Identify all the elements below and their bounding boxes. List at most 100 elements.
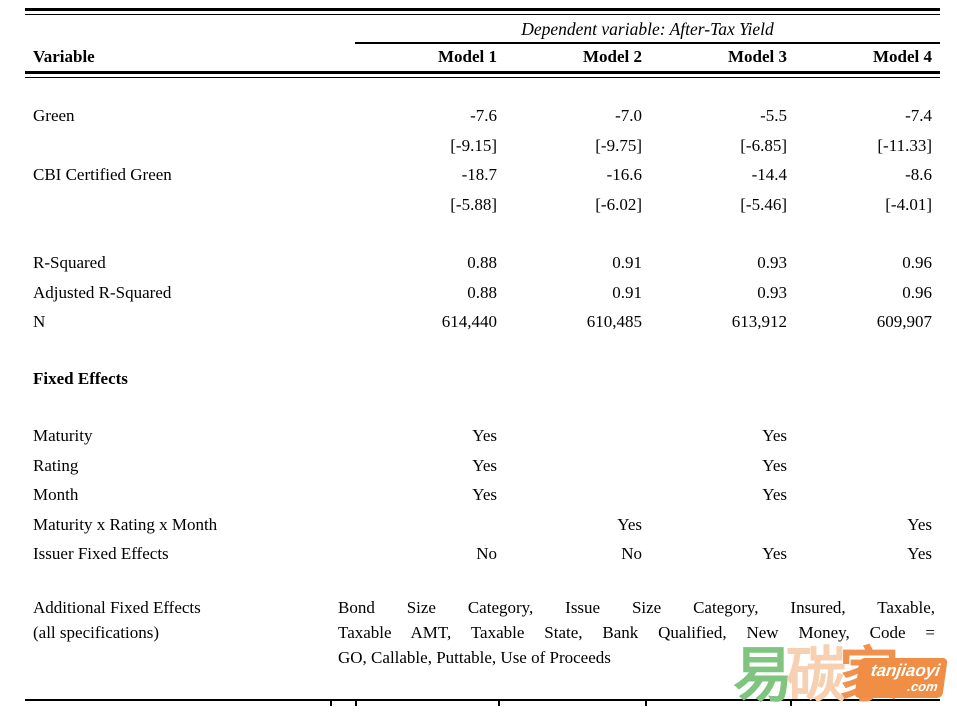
cell-value: -7.4 <box>905 106 932 125</box>
model-1-header: Model 1 <box>437 47 497 66</box>
row-label: Rating <box>33 455 79 475</box>
cell-value: -7.6 <box>470 106 497 125</box>
cell-value <box>642 510 787 540</box>
table-row-maturity-x-rating-x-month: Maturity x Rating x Month Yes Yes <box>25 510 933 540</box>
cell-value <box>497 421 642 451</box>
cell-value: Yes <box>762 455 787 475</box>
cell-value: -5.5 <box>760 106 787 125</box>
row-label: Issuer Fixed Effects <box>33 544 169 563</box>
table-row-cbi-certified-green: CBI Certified Green -18.7 -16.6 -14.4 -8… <box>25 160 933 190</box>
cell-value: 614,440 <box>441 312 497 331</box>
row-label: Adjusted R-Squared <box>33 282 172 302</box>
cell-value: 609,907 <box>876 312 932 331</box>
top-rule-thick <box>25 8 940 11</box>
cell-value <box>787 480 932 510</box>
cell-value: [-9.15] <box>450 135 497 155</box>
cell-value: No <box>476 544 497 563</box>
table-row-green: Green -7.6 -7.0 -5.5 -7.4 <box>25 101 933 131</box>
cell-value: 0.96 <box>902 253 932 272</box>
cell-value: [-9.75] <box>595 135 642 155</box>
cell-value: Yes <box>472 485 497 504</box>
cell-value: Yes <box>617 514 642 534</box>
cell-value: [-6.85] <box>740 135 787 155</box>
cell-value: -7.0 <box>615 106 642 125</box>
tanjiaoyi-watermark-badge: tanjiaoyi .com <box>854 658 948 698</box>
cell-value <box>497 451 642 481</box>
column-header-row: Variable Model 1 Model 2 Model 3 Model 4 <box>25 46 933 68</box>
row-label: Maturity <box>33 426 93 445</box>
cell-value: Yes <box>472 426 497 445</box>
additional-fixed-effects-label: Additional Fixed Effects (all specificat… <box>33 595 333 645</box>
column-tick <box>790 701 792 706</box>
dependent-variable-header: Dependent variable: After-Tax Yield <box>521 19 774 39</box>
cell-value: -16.6 <box>606 165 642 184</box>
row-label <box>25 190 352 220</box>
cell-value: [-5.46] <box>740 194 787 214</box>
cell-value: Yes <box>762 426 787 445</box>
table-row-green-tstat: [-9.15] [-9.75] [-6.85] [-11.33] <box>25 131 933 161</box>
model-3-header: Model 3 <box>727 47 787 66</box>
cell-value: 0.88 <box>467 282 497 302</box>
dependent-variable-underline <box>355 42 940 44</box>
row-label <box>25 131 352 161</box>
cell-value: 0.91 <box>612 282 642 302</box>
additional-fixed-effects-label-line1: Additional Fixed Effects <box>33 598 201 617</box>
cell-value: 613,912 <box>731 312 787 331</box>
cell-value <box>787 421 932 451</box>
table-row-maturity: Maturity Yes Yes <box>25 421 933 451</box>
cell-value: 0.93 <box>757 253 787 272</box>
additional-fixed-effects-text-line1: Bond Size Category, Issue Size Category,… <box>338 598 935 617</box>
additional-fixed-effects-text-line2: Taxable AMT, Taxable State, Bank Qualifi… <box>338 623 935 642</box>
additional-fixed-effects-label-line2: (all specifications) <box>33 623 160 642</box>
additional-fixed-effects-text-line3: GO, Callable, Puttable, Use of Proceeds <box>338 648 611 667</box>
cell-value: Yes <box>907 514 932 534</box>
table-area: Dependent variable: After-Tax Yield Vari… <box>25 5 940 715</box>
cell-value: 0.88 <box>467 253 497 272</box>
cell-value: [-6.02] <box>595 194 642 214</box>
header-rule-thick <box>25 71 940 74</box>
cell-value: -18.7 <box>461 165 497 184</box>
variable-column-header: Variable <box>33 47 95 66</box>
table-row-n: N 614,440 610,485 613,912 609,907 <box>25 307 933 337</box>
watermark-badge-domain: .com <box>906 679 939 694</box>
statistics-rows: R-Squared 0.88 0.91 0.93 0.96 Adjusted R… <box>25 248 933 337</box>
cell-value: Yes <box>762 485 787 504</box>
bottom-rule <box>25 699 940 701</box>
cell-value: -14.4 <box>751 165 787 184</box>
column-tick <box>330 701 332 706</box>
cell-value: 610,485 <box>586 312 642 331</box>
row-label: R-Squared <box>33 253 106 272</box>
cell-value: 0.96 <box>902 282 932 302</box>
cell-value: [-4.01] <box>885 194 932 214</box>
cell-value: Yes <box>907 544 932 563</box>
column-tick <box>355 701 357 706</box>
cell-value <box>352 510 497 540</box>
fixed-effect-rows: Maturity Yes Yes Rating Yes Yes Month Ye… <box>25 421 933 569</box>
column-tick <box>645 701 647 706</box>
coefficient-rows: Green -7.6 -7.0 -5.5 -7.4 [-9.15] [-9.75… <box>25 101 933 219</box>
header-rule-thin <box>25 77 940 78</box>
row-label: CBI Certified Green <box>33 165 172 184</box>
cell-value: [-11.33] <box>877 135 932 155</box>
model-2-header: Model 2 <box>582 47 642 66</box>
cell-value: Yes <box>472 455 497 475</box>
table-row-issuer-fixed-effects: Issuer Fixed Effects No No Yes Yes <box>25 539 933 569</box>
row-label: Month <box>33 485 79 504</box>
row-label: N <box>33 312 46 331</box>
cell-value: -8.6 <box>905 165 932 184</box>
fixed-effects-section-heading: Fixed Effects <box>33 369 128 388</box>
cell-value <box>497 480 642 510</box>
table-row-r-squared: R-Squared 0.88 0.91 0.93 0.96 <box>25 248 933 278</box>
cell-value: [-5.88] <box>450 194 497 214</box>
table-row-rating: Rating Yes Yes <box>25 451 933 481</box>
additional-fixed-effects-text: Bond Size Category, Issue Size Category,… <box>338 595 935 670</box>
cell-value: 0.93 <box>757 282 787 302</box>
row-label: Green <box>33 106 75 125</box>
table-row-adjusted-r-squared: Adjusted R-Squared 0.88 0.91 0.93 0.96 <box>25 278 933 308</box>
table-row-cbi-tstat: [-5.88] [-6.02] [-5.46] [-4.01] <box>25 190 933 220</box>
top-rule-thin <box>25 14 940 15</box>
table-row-month: Month Yes Yes <box>25 480 933 510</box>
cell-value: 0.91 <box>612 253 642 272</box>
model-4-header: Model 4 <box>872 47 932 66</box>
